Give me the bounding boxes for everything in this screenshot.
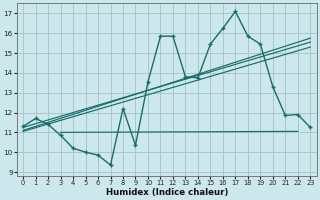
X-axis label: Humidex (Indice chaleur): Humidex (Indice chaleur) [106, 188, 228, 197]
